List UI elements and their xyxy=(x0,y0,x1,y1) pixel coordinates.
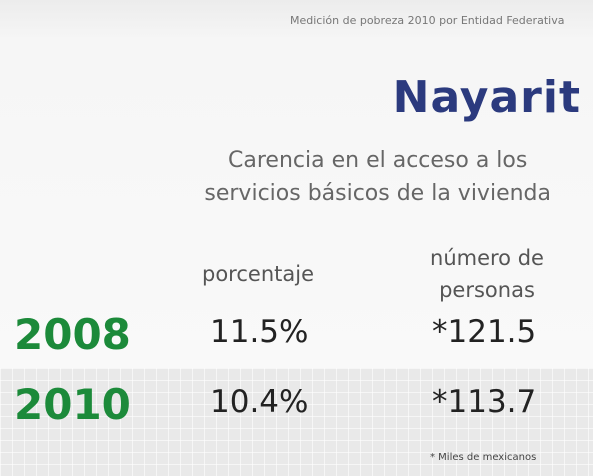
row-percentage: 11.5% xyxy=(210,314,309,350)
row-persons: *113.7 xyxy=(432,384,537,420)
row-year: 2010 xyxy=(14,380,131,429)
column-header-line: número de xyxy=(430,246,544,270)
footnote: * Miles de mexicanos xyxy=(430,452,537,463)
grid-band xyxy=(0,368,593,476)
row-persons: *121.5 xyxy=(432,314,537,350)
column-header: número de personas xyxy=(412,242,562,306)
subtitle-line: Carencia en el acceso a los xyxy=(228,148,528,173)
source-header: Medición de pobreza 2010 por Entidad Fed… xyxy=(290,14,565,27)
column-header: porcentaje xyxy=(202,262,314,286)
subtitle: Carencia en el acceso a los servicios bá… xyxy=(204,144,551,210)
row-year: 2008 xyxy=(14,310,131,359)
title: Nayarit xyxy=(392,72,581,123)
row-percentage: 10.4% xyxy=(210,384,309,420)
subtitle-line: servicios básicos de la vivienda xyxy=(204,181,551,206)
column-header-line: personas xyxy=(439,278,535,302)
